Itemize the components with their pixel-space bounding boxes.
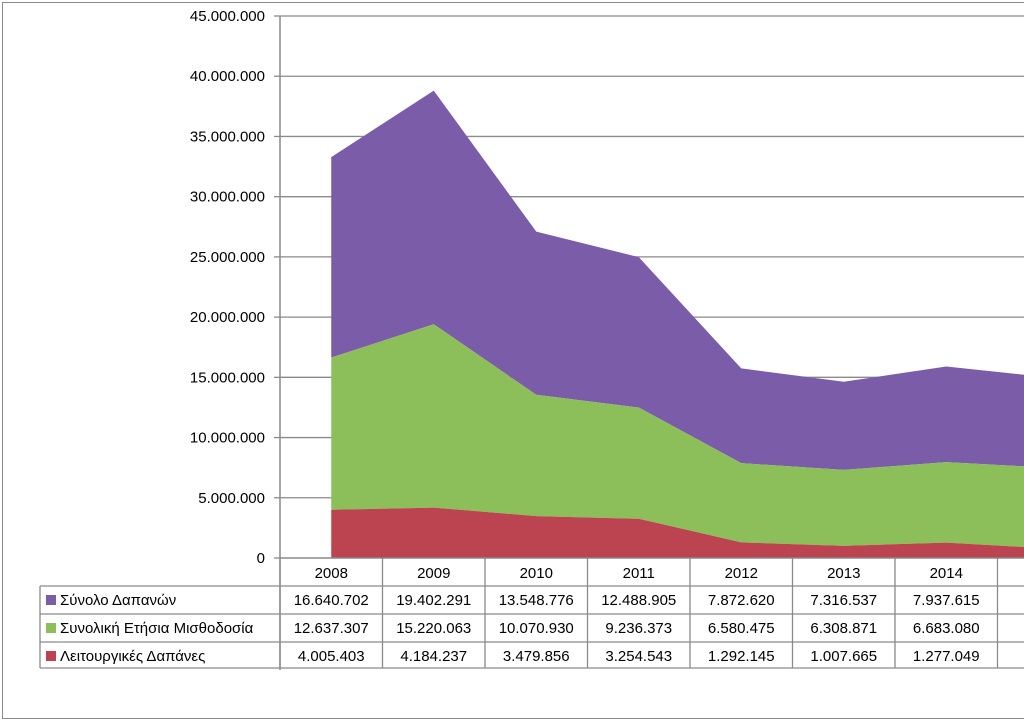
data-label: 4.184.237	[400, 648, 467, 665]
legend-label: Σύνολο Δαπανών	[60, 592, 176, 609]
x-tick-label: 2011	[623, 565, 655, 582]
y-tick-label: 5.000.000	[198, 490, 265, 507]
area-series-2	[331, 324, 1024, 547]
area-series-3	[331, 507, 1024, 558]
data-label: 7.316.537	[810, 592, 877, 609]
legend-label: Συνολική Ετήσια Μισθοδοσία	[60, 620, 254, 637]
legend-swatch	[46, 595, 56, 605]
data-label: 12.488.905	[601, 592, 676, 609]
data-label: 16.640.702	[294, 592, 369, 609]
data-label: 10.070.930	[499, 620, 574, 637]
y-tick-label: 35.000.000	[190, 128, 265, 145]
data-label: 7.872.620	[708, 592, 775, 609]
data-label: 6.580.475	[708, 620, 775, 637]
data-label: 1.277.049	[913, 648, 980, 665]
data-label: 1.292.145	[708, 648, 775, 665]
y-tick-label: 0	[257, 550, 265, 567]
y-tick-label: 15.000.000	[190, 369, 265, 386]
x-tick-label: 2013	[827, 565, 860, 582]
legend-swatch	[46, 623, 56, 633]
y-tick-label: 30.000.000	[190, 189, 265, 206]
data-label: 7.937.615	[913, 592, 980, 609]
data-label: 1.007.665	[810, 648, 877, 665]
data-label: 12.637.307	[294, 620, 369, 637]
legend-label: Λειτουργικές Δαπάνες	[60, 648, 205, 665]
area-series-1	[331, 90, 1024, 470]
data-label: 6.683.080	[913, 620, 980, 637]
data-label: 3.479.856	[503, 648, 570, 665]
data-label: 13.548.776	[499, 592, 574, 609]
y-tick-label: 45.000.000	[190, 8, 265, 25]
x-tick-label: 2008	[315, 565, 348, 582]
data-label: 19.402.291	[396, 592, 471, 609]
legend-swatch	[46, 651, 56, 661]
x-tick-label: 2014	[930, 565, 963, 582]
y-tick-label: 10.000.000	[190, 430, 265, 447]
x-tick-label: 2010	[520, 565, 553, 582]
data-label: 9.236.373	[605, 620, 672, 637]
x-tick-label: 2012	[725, 565, 758, 582]
data-label: 4.005.403	[298, 648, 365, 665]
data-label: 3.254.543	[605, 648, 672, 665]
y-tick-label: 20.000.000	[190, 309, 265, 326]
data-label: 6.308.871	[810, 620, 877, 637]
y-tick-label: 40.000.000	[190, 68, 265, 85]
data-label: 15.220.063	[396, 620, 471, 637]
x-tick-label: 2009	[417, 565, 450, 582]
y-tick-label: 25.000.000	[190, 249, 265, 266]
